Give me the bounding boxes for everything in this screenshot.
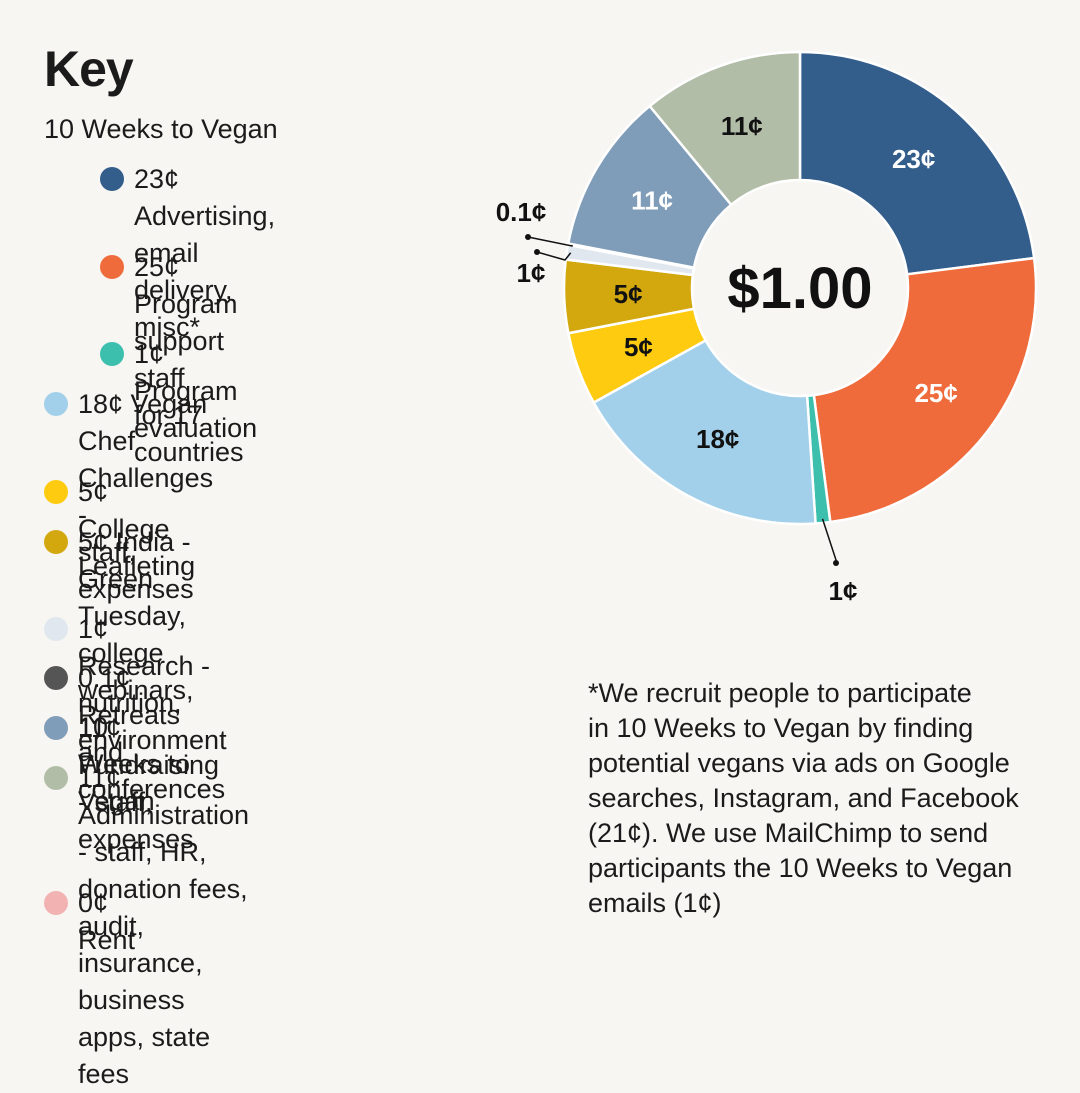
legend-label: 0.1¢ Retreats and conferences	[78, 663, 226, 804]
legend-swatch	[44, 766, 68, 790]
donut-slice	[812, 256, 1038, 524]
group-heading: 10 Weeks to Vegan	[44, 114, 278, 144]
legend-item: 0¢ Rent	[44, 885, 135, 959]
slice-label: 5¢	[624, 332, 653, 362]
legend-swatch	[44, 480, 68, 504]
legend-label: 1¢ Research - nutrition, environment	[78, 614, 227, 755]
legend-item: 0.1¢ Retreats and conferences	[44, 660, 225, 808]
callout-label: 0.1¢	[496, 197, 547, 227]
callout-dot	[833, 560, 839, 566]
slice-label: 23¢	[892, 144, 935, 174]
callout-dot	[525, 234, 531, 240]
legend-swatch	[44, 392, 68, 416]
callout-label: 1¢	[517, 258, 546, 288]
donut-slice	[591, 338, 817, 526]
slice-label: 5¢	[614, 279, 643, 309]
donut-slice	[798, 50, 1036, 276]
legend-swatch	[100, 342, 124, 366]
slice-label: 25¢	[914, 378, 957, 408]
callout-line	[821, 518, 837, 563]
legend-swatch	[44, 716, 68, 740]
legend-swatch	[100, 167, 124, 191]
legend-swatch	[100, 255, 124, 279]
legend-swatch	[44, 891, 68, 915]
legend-label: 0¢ Rent	[78, 888, 136, 955]
donut-slice	[647, 50, 802, 207]
legend-label: 11¢ Fundraising - staff, expenses	[78, 713, 220, 854]
legend-label: 25¢ Program support staff for 17 countri…	[134, 252, 244, 467]
legend-item: 5¢ College Leafleting	[44, 474, 195, 585]
slice-label: 11¢	[721, 111, 763, 141]
legend-label: 1¢ Program evaluation	[134, 339, 258, 443]
legend-swatch	[44, 617, 68, 641]
callout-line	[527, 236, 573, 247]
key-title: Key	[44, 41, 134, 97]
legend-label: 23¢ Advertising, email delivery, misc*	[134, 164, 276, 342]
legend-item: 5¢ India - Green Tuesday, college webina…	[44, 524, 194, 820]
legend-label: 5¢ College Leafleting	[78, 477, 196, 581]
callout-dot	[534, 249, 540, 255]
legend-swatch	[44, 530, 68, 554]
slice-label: 18¢	[696, 424, 739, 454]
legend-item: 18¢ Vegan Chef Challenges - staff, expen…	[44, 386, 213, 608]
callout-line	[536, 251, 572, 261]
donut-chart: 23¢ 25¢ 18¢ 5¢ 5¢ 11¢ 11¢ 1¢ 1¢ 0.1¢ $1.00	[496, 50, 1038, 606]
legend-item: 11¢ Fundraising - staff, expenses	[44, 710, 219, 858]
legend-item: 1¢ Research - nutrition, environment	[44, 611, 227, 759]
legend-swatch	[44, 666, 68, 690]
legend-label: 5¢ India - Green Tuesday, college webina…	[78, 527, 194, 816]
slice-label: 11¢	[631, 185, 673, 215]
legend-item: 1¢ Program evaluation	[100, 336, 257, 447]
legend-item: 23¢ Advertising, email delivery, misc*	[100, 161, 275, 346]
legend-item: 25¢ Program support staff for 17 countri…	[100, 249, 244, 471]
footnote: *We recruit people to participate in 10 …	[588, 678, 1019, 918]
callout-label: 1¢	[829, 576, 858, 606]
legend-label: 18¢ Vegan Chef Challenges - staff, expen…	[78, 389, 214, 604]
center-total-label: $1.00	[727, 256, 872, 321]
